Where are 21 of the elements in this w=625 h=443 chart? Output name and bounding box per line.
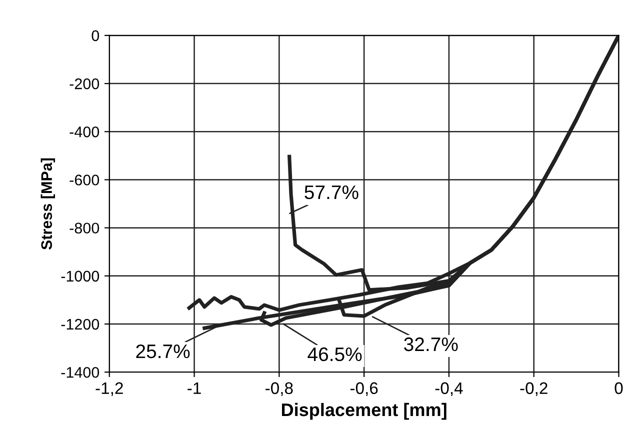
y-tick-label: -1000 [61,270,100,282]
annotation: 57.7% [304,185,358,200]
y-tick-label: -1200 [61,318,100,330]
x-tick-label: -0,8 [266,382,293,396]
y-tick-label: -600 [70,174,100,186]
x-tick-label: -1 [188,382,201,394]
x-tick-label: 0 [614,382,623,394]
y-tick-label: 0 [92,30,100,42]
x-tick-label: -0,4 [435,382,463,396]
x-tick-label: -1,2 [96,382,123,396]
y-tick-label: -200 [70,78,100,90]
x-tick-label: -0,2 [520,382,548,396]
annotation: 32.7% [404,337,458,352]
annotation: 46.5% [308,347,362,362]
y-axis-title: Stress [MPa] [40,158,56,250]
y-tick-label: -1400 [61,366,100,378]
y-tick-label: -400 [70,126,100,138]
x-axis-title: Displacement [mm] [282,402,446,420]
x-tick-label: -0,6 [350,382,378,396]
annotation: 25.7% [136,344,190,358]
y-tick-label: -800 [70,222,100,234]
